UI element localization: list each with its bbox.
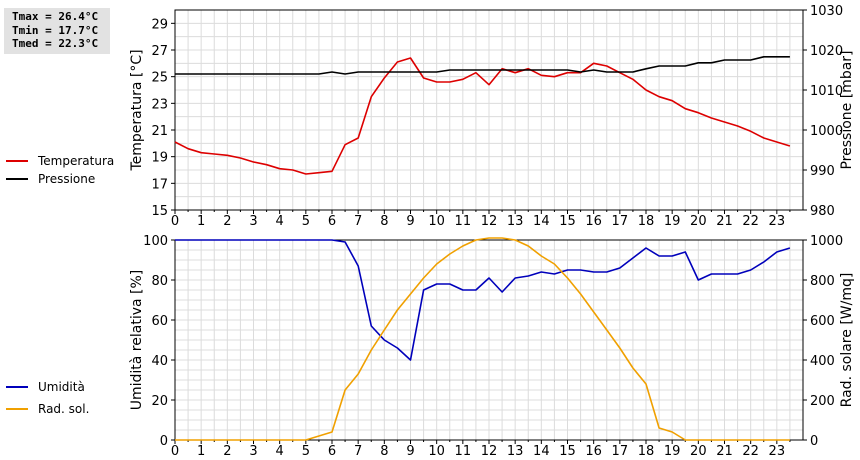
bottom-y2-tick-label: 800 <box>810 274 835 289</box>
top-y2-tick-label: 990 <box>810 164 835 179</box>
bottom-x-tick-label: 8 <box>380 444 388 459</box>
bottom-x-tick-label: 21 <box>716 444 733 459</box>
bottom-series-umidit <box>175 239 791 361</box>
stat-tmin: Tmin = 17.7°C <box>12 23 99 37</box>
bottom-y2-tick-label: 600 <box>810 314 835 329</box>
bottom-y-tick-label: 60 <box>151 314 168 329</box>
bottom-x-tick-label: 23 <box>769 444 786 459</box>
top-y-tick-label: 29 <box>151 17 168 32</box>
legend-umidita: Umidità <box>6 379 85 395</box>
bottom-y2-tick-label: 200 <box>810 394 835 409</box>
top-x-tick-label: 10 <box>428 214 445 229</box>
top-y2-tick-label: 1020 <box>810 44 843 59</box>
top-x-tick-label: 17 <box>612 214 629 229</box>
top-x-tick-label: 7 <box>354 214 362 229</box>
top-x-tick-label: 14 <box>533 214 550 229</box>
bottom-y-tick-label: 20 <box>151 394 168 409</box>
bottom-x-tick-label: 10 <box>428 444 445 459</box>
top-x-tick-label: 4 <box>276 214 284 229</box>
top-x-tick-label: 20 <box>690 214 707 229</box>
bottom-x-tick-label: 4 <box>276 444 284 459</box>
legend-label-pressione: Pressione <box>38 172 96 186</box>
bottom-x-tick-label: 5 <box>302 444 310 459</box>
top-y2-tick-label: 1010 <box>810 84 843 99</box>
bottom-x-tick-label: 9 <box>406 444 414 459</box>
top-y-tick-label: 21 <box>151 124 168 139</box>
top-x-tick-label: 5 <box>302 214 310 229</box>
bottom-y2-tick-label: 0 <box>810 434 818 449</box>
top-x-tick-label: 21 <box>716 214 733 229</box>
bottom-x-tick-label: 6 <box>328 444 336 459</box>
legend-label-radsol: Rad. sol. <box>38 402 90 416</box>
legend-pressione: Pressione <box>6 171 95 187</box>
bottom-y-tick-label: 100 <box>143 234 168 249</box>
bottom-series-rad-sol <box>175 237 790 441</box>
bottom-x-tick-label: 0 <box>171 444 179 459</box>
top-x-tick-label: 3 <box>249 214 257 229</box>
top-y-tick-label: 25 <box>151 71 168 86</box>
top-series-pressione <box>175 55 790 75</box>
top-x-tick-label: 6 <box>328 214 336 229</box>
top-y-axis-label: Temperatura [°C] <box>129 49 145 171</box>
top-y2-tick-label: 1000 <box>810 124 843 139</box>
bottom-x-tick-label: 17 <box>612 444 629 459</box>
legend-label-temperatura: Temperatura <box>38 154 115 168</box>
top-y2-tick-label: 980 <box>810 204 835 219</box>
stats-box: Tmax = 26.4°C Tmin = 17.7°C Tmed = 22.3°… <box>4 8 110 54</box>
bottom-x-tick-label: 11 <box>455 444 472 459</box>
top-x-tick-label: 8 <box>380 214 388 229</box>
top-x-tick-label: 23 <box>769 214 786 229</box>
top-y-tick-label: 27 <box>151 44 168 59</box>
legend-radsol: Rad. sol. <box>6 401 89 417</box>
top-y-tick-label: 23 <box>151 97 168 112</box>
top-x-tick-label: 11 <box>455 214 472 229</box>
stat-tmax: Tmax = 26.4°C <box>12 10 99 23</box>
stat-tmed: Tmed = 22.3°C <box>12 37 99 50</box>
top-x-tick-label: 13 <box>507 214 524 229</box>
top-y-tick-label: 19 <box>151 151 168 166</box>
top-x-tick-label: 12 <box>481 214 498 229</box>
top-x-tick-label: 2 <box>223 214 231 229</box>
top-y2-tick-label: 1030 <box>810 4 843 19</box>
bottom-x-tick-label: 1 <box>197 444 205 459</box>
bottom-x-tick-label: 2 <box>223 444 231 459</box>
top-y-tick-label: 17 <box>151 177 168 192</box>
bottom-y2-axis-label: Rad. solare [W/mq] <box>839 273 855 408</box>
legend-swatch-radsol <box>6 408 28 410</box>
top-x-tick-label: 9 <box>406 214 414 229</box>
bottom-x-tick-label: 19 <box>664 444 681 459</box>
bottom-y-tick-label: 0 <box>160 434 168 449</box>
legend-temperatura: Temperatura <box>6 153 114 169</box>
legend-swatch-pressione <box>6 178 28 180</box>
bottom-x-tick-label: 15 <box>559 444 576 459</box>
bottom-y2-tick-label: 1000 <box>810 234 843 249</box>
bottom-y-tick-label: 80 <box>151 274 168 289</box>
bottom-x-tick-label: 12 <box>481 444 498 459</box>
top-y2-axis-label: Pressione [mbar] <box>839 50 855 169</box>
bottom-x-tick-label: 14 <box>533 444 550 459</box>
top-x-tick-label: 22 <box>742 214 759 229</box>
top-x-tick-label: 18 <box>638 214 655 229</box>
bottom-y2-tick-label: 400 <box>810 354 835 369</box>
bottom-x-tick-label: 13 <box>507 444 524 459</box>
top-x-tick-label: 0 <box>171 214 179 229</box>
top-x-tick-label: 19 <box>664 214 681 229</box>
legend-swatch-umidita <box>6 386 28 388</box>
top-y-tick-label: 15 <box>151 204 168 219</box>
bottom-x-tick-label: 3 <box>249 444 257 459</box>
bottom-x-tick-label: 16 <box>585 444 602 459</box>
legend-swatch-temperatura <box>6 160 28 162</box>
bottom-x-tick-label: 20 <box>690 444 707 459</box>
bottom-y-axis-label: Umidità relativa [%] <box>129 270 145 411</box>
top-x-tick-label: 15 <box>559 214 576 229</box>
bottom-x-tick-label: 7 <box>354 444 362 459</box>
bottom-y-tick-label: 40 <box>151 354 168 369</box>
bottom-x-tick-label: 18 <box>638 444 655 459</box>
top-x-tick-label: 16 <box>585 214 602 229</box>
top-x-tick-label: 1 <box>197 214 205 229</box>
top-series-temperatura <box>174 57 791 175</box>
bottom-x-tick-label: 22 <box>742 444 759 459</box>
legend-label-umidita: Umidità <box>38 380 85 394</box>
